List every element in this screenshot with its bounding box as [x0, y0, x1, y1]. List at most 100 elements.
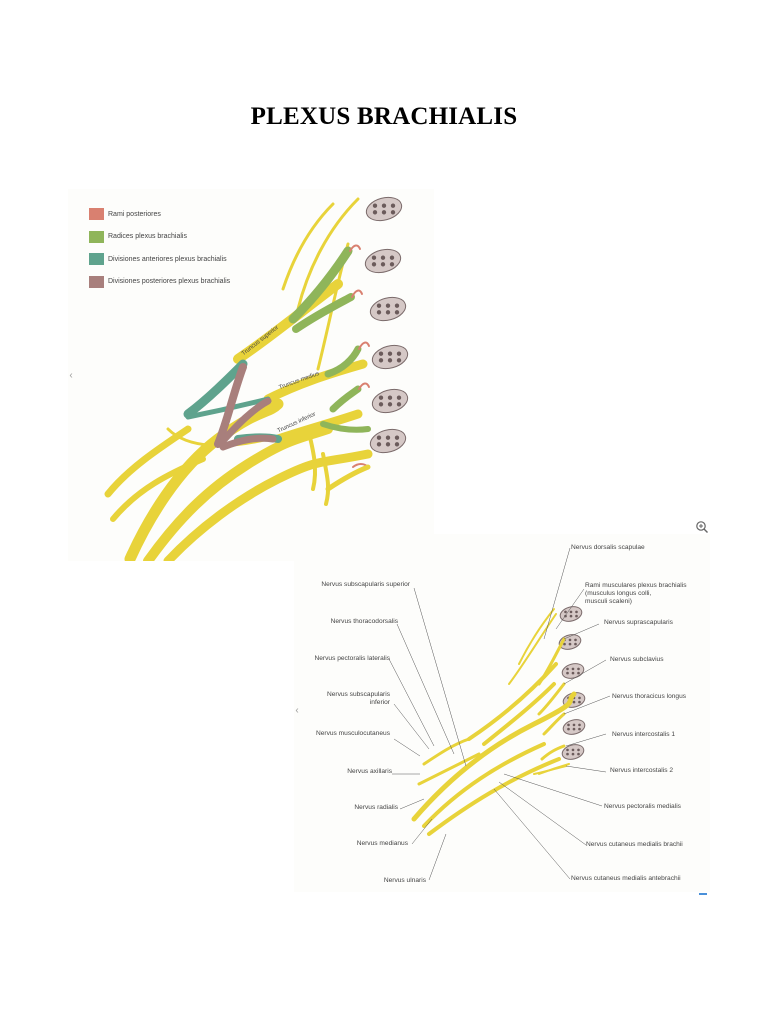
- legend-label: Divisiones posteriores plexus brachialis: [108, 278, 231, 285]
- vertebra-texture: [376, 303, 382, 308]
- label-nervus-suprascapularis: Nervus suprascapularis: [604, 619, 673, 626]
- vertebra-texture: [568, 642, 572, 646]
- ramus-posterior-1: [349, 244, 361, 252]
- vertebra-texture: [569, 610, 573, 614]
- vertebra-texture: [380, 262, 386, 267]
- leader-lines: [388, 547, 611, 881]
- vertebra-texture: [389, 262, 395, 267]
- legend-item-rami-posteriores: Rami posteriores: [89, 208, 230, 220]
- zoom-in-icon[interactable]: [695, 520, 709, 534]
- vertebra-1: [365, 196, 403, 222]
- legend-label: Divisiones anteriores plexus brachialis: [108, 255, 227, 263]
- vertebra-texture: [566, 671, 569, 675]
- label-nervus-musculocutaneus: Nervus musculocutaneus: [315, 730, 390, 737]
- vertebra-texture: [572, 727, 576, 731]
- vertebra-texture: [563, 642, 566, 646]
- vertebra-texture: [571, 752, 575, 756]
- plexus-illustration-2: [388, 547, 611, 881]
- vertebra-texture: [577, 748, 580, 752]
- label-nervus-intercostalis-1: Nervus intercostalis 1: [612, 731, 676, 738]
- vertebra-texture: [396, 351, 402, 356]
- nerve-down-2: [321, 452, 331, 506]
- ramus-posterior-3: [358, 341, 370, 350]
- vertebra-texture: [385, 303, 391, 308]
- label-nervus-subscapularis-superior: Nervus subscapularis superior: [321, 581, 410, 588]
- vertebra-texture: [396, 402, 402, 407]
- brachial-plexus-branches-figure: Nervus subscapularis superior Nervus tho…: [294, 534, 710, 892]
- vertebra-texture: [571, 671, 575, 675]
- vertebra-texture: [577, 752, 580, 756]
- branch-main-3: [427, 757, 561, 836]
- vertebra-texture: [571, 667, 575, 671]
- vertebra-texture: [578, 727, 581, 731]
- label-nervus-cutaneus-medialis-brachii: Nervus cutaneus medialis brachii: [586, 841, 683, 848]
- vertebra-texture: [566, 748, 569, 752]
- vertebra-texture: [571, 748, 575, 752]
- vertebra-texture: [376, 310, 382, 315]
- vertebra-texture: [572, 700, 576, 704]
- vertebra-2: [364, 248, 402, 274]
- posterior-division-2: [216, 397, 272, 448]
- vertebra-texture: [396, 395, 402, 400]
- color-legend: Rami posteriores Radices plexus brachial…: [89, 208, 230, 298]
- chevron-left-icon[interactable]: ‹: [69, 369, 73, 381]
- vertebra-texture: [394, 442, 400, 447]
- vertebra-texture: [578, 723, 581, 727]
- trunk-medius-yellow: [263, 359, 368, 404]
- legend-swatch: [89, 253, 104, 265]
- label-nervus-pectoralis-medialis: Nervus pectoralis medialis: [604, 803, 681, 810]
- legend-swatch: [89, 230, 104, 243]
- cord-posterior: [143, 424, 333, 561]
- legend-label: Rami posteriores: [108, 210, 161, 218]
- vertebra-texture: [566, 667, 569, 671]
- vertebra-texture: [394, 435, 400, 440]
- branch-main-2: [422, 742, 546, 828]
- page-title: PLEXUS BRACHIALIS: [250, 103, 518, 130]
- vertebra-3: [369, 296, 407, 322]
- vertebra-texture: [378, 395, 384, 400]
- vertebra-texture: [578, 700, 581, 704]
- vertebra-texture: [574, 642, 577, 646]
- vertebrae: [364, 196, 409, 454]
- vertebra-texture: [378, 358, 384, 363]
- vertebra-texture: [387, 402, 393, 407]
- vertebra-texture: [378, 351, 384, 356]
- branch-root-2: [537, 682, 566, 716]
- label-nervus-pectoralis-lateralis: Nervus pectoralis lateralis: [314, 655, 391, 662]
- nerve-down-1: [306, 427, 318, 491]
- vertebrae: [558, 606, 586, 760]
- branch-dorsal: [508, 613, 557, 685]
- root-c7: [324, 345, 362, 378]
- vertebra-texture: [387, 358, 393, 363]
- label-nervus-cutaneus-medialis-antebrachii: Nervus cutaneus medialis antebrachii: [571, 875, 681, 882]
- branch-root-1: [537, 637, 566, 686]
- legend-item-radices: Radices plexus brachialis: [89, 230, 230, 243]
- vertebra-texture: [575, 614, 578, 618]
- vertebra-texture: [572, 723, 576, 727]
- branch-t2: [538, 763, 570, 775]
- vertebra-6: [561, 744, 585, 760]
- vertebra-texture: [385, 442, 391, 447]
- vertebra-texture: [385, 435, 391, 440]
- branch-upper-2: [482, 682, 556, 746]
- legend-swatch: [89, 275, 104, 288]
- nerve-branch-2: [110, 456, 206, 522]
- vertebra-texture: [381, 203, 387, 208]
- vertebra-texture: [376, 435, 382, 440]
- vertebra-texture: [577, 667, 580, 671]
- branch-root-4: [540, 744, 566, 761]
- vertebra-5: [371, 388, 409, 414]
- cord-medial: [163, 449, 373, 561]
- root-c8: [329, 385, 362, 413]
- vertebra-texture: [574, 638, 577, 642]
- vertebra-texture: [577, 671, 580, 675]
- chevron-left-icon[interactable]: ‹: [295, 704, 299, 716]
- vertebra-texture: [378, 402, 384, 407]
- vertebra-texture: [394, 310, 400, 315]
- vertebra-texture: [380, 255, 386, 260]
- vertebra-texture: [567, 727, 570, 731]
- ramus-posterior-4: [358, 382, 370, 390]
- t2-nerve: [325, 464, 371, 492]
- vertebra-texture: [372, 203, 378, 208]
- legend-label: Radices plexus brachialis: [108, 233, 187, 240]
